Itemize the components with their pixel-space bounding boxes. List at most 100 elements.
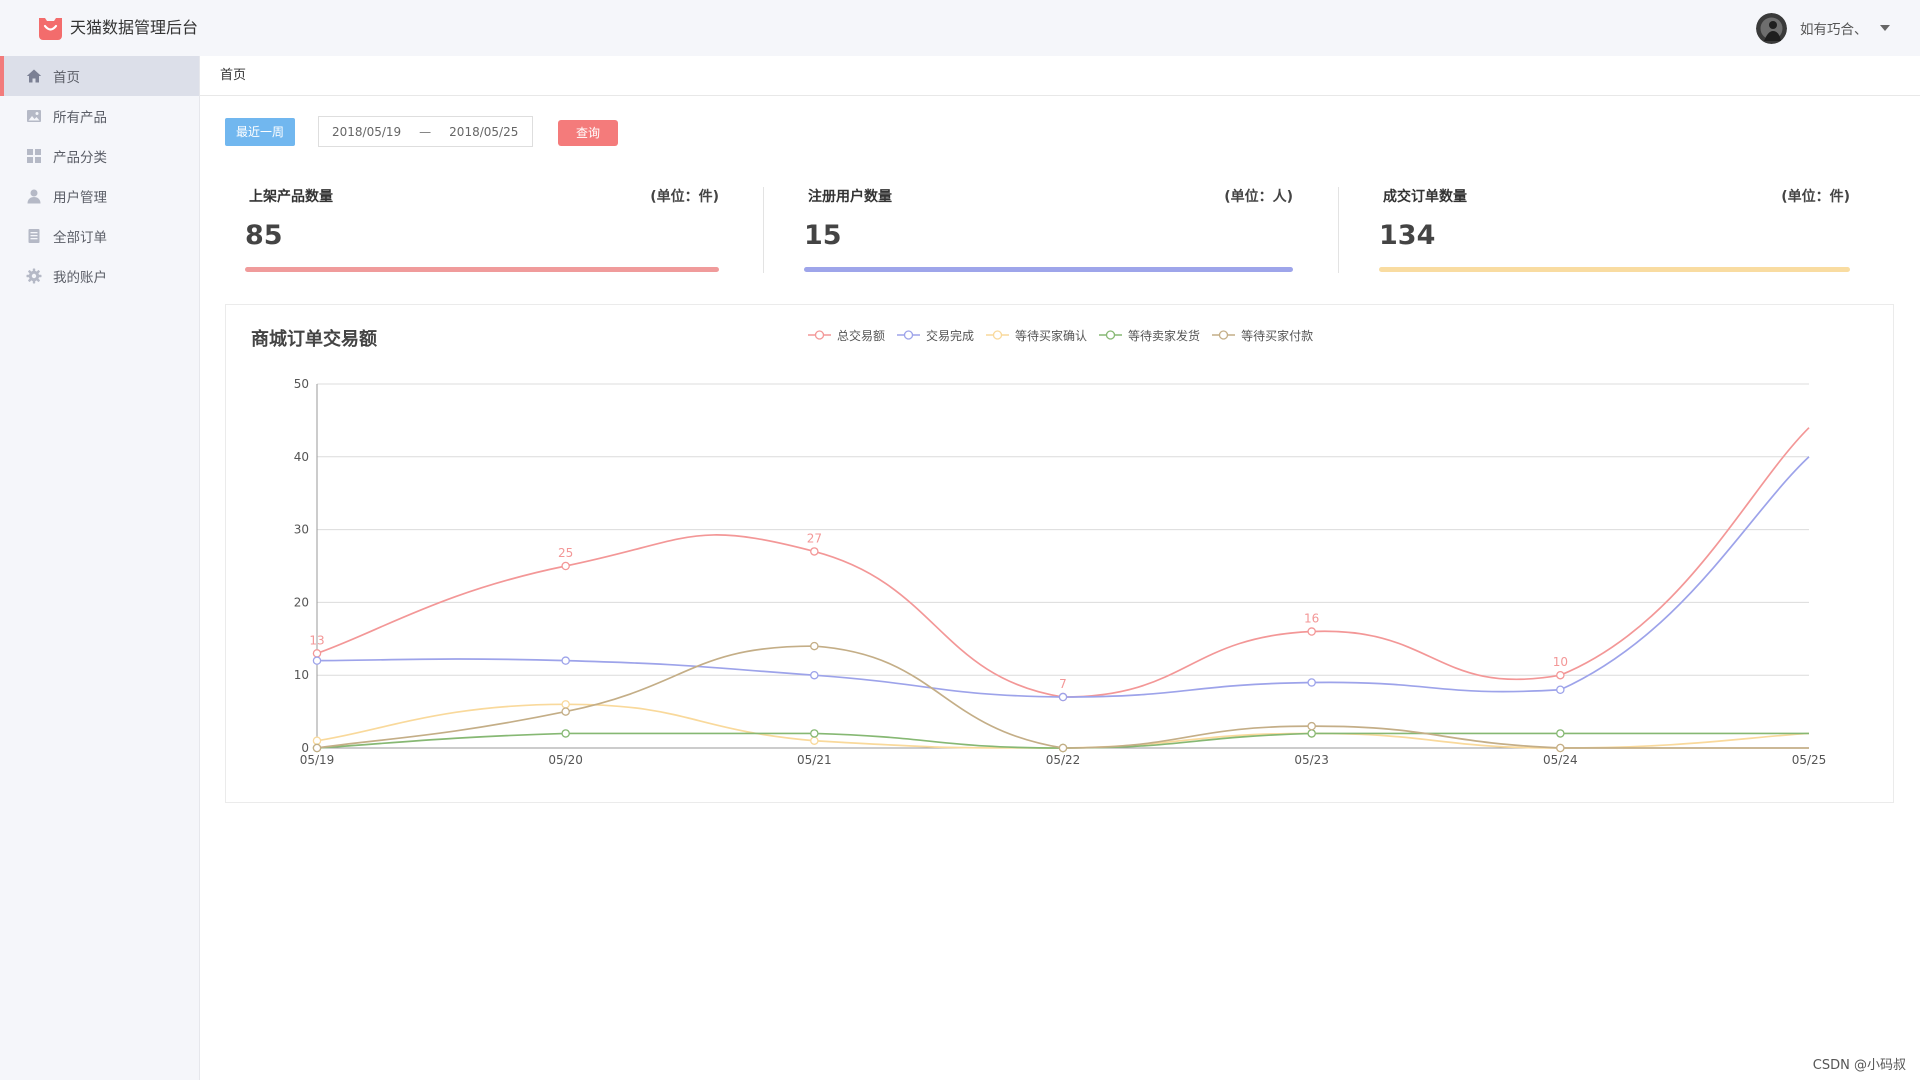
- data-point[interactable]: [810, 670, 819, 680]
- data-point[interactable]: [810, 736, 819, 745]
- data-point[interactable]: [1307, 721, 1316, 731]
- legend-label: 交易完成: [926, 328, 975, 343]
- legend-item[interactable]: 总交易额: [808, 327, 885, 344]
- x-tick-label: 05/24: [1543, 753, 1578, 767]
- stat-divider: [1338, 187, 1339, 273]
- home-icon: [26, 68, 42, 84]
- data-label: 25: [558, 546, 573, 560]
- y-tick-label: 20: [294, 595, 309, 609]
- stat-card-orders: 成交订单数量 (单位：件) 134: [1379, 188, 1850, 274]
- chart-legend: 总交易额 交易完成 等待买家确认 等待卖家发货 等待买家付款: [808, 327, 1325, 343]
- user-icon: [26, 188, 42, 204]
- sidebar-item-label: 所有产品: [53, 110, 107, 126]
- legend-item[interactable]: 等待买家确认: [986, 327, 1087, 344]
- order-chart-panel: 商城订单交易额 总交易额 交易完成 等待买家确认 等待卖家发货 等待买家付款 0 10 20…: [225, 304, 1894, 803]
- shopping-bag-logo-icon: [37, 14, 64, 41]
- legend-item[interactable]: 等待买家付款: [1212, 327, 1313, 344]
- series-line-0: [316, 427, 1810, 698]
- data-point[interactable]: [1307, 627, 1316, 636]
- start-date-input[interactable]: 2018/05/19: [332, 124, 402, 139]
- data-point[interactable]: [1556, 670, 1565, 680]
- data-point[interactable]: [1307, 678, 1316, 687]
- sidebar-item-account[interactable]: 我的账户: [0, 256, 199, 296]
- data-point[interactable]: [561, 561, 570, 571]
- sidebar-item-label: 我的账户: [53, 270, 107, 286]
- stat-unit: (单位：件): [650, 189, 719, 205]
- data-label: 10: [1553, 655, 1568, 669]
- x-tick-label: 05/25: [1792, 753, 1827, 767]
- data-label: 7: [1059, 677, 1067, 691]
- user-menu[interactable]: 如有巧合、: [1756, 12, 1890, 44]
- x-tick-label: 05/19: [300, 753, 335, 767]
- y-tick-label: 40: [294, 450, 309, 464]
- watermark: CSDN @小码叔: [1812, 1058, 1906, 1073]
- legend-label: 等待卖家发货: [1128, 328, 1201, 343]
- legend-item[interactable]: 等待卖家发货: [1099, 327, 1200, 344]
- caret-down-icon[interactable]: [1879, 25, 1890, 31]
- stat-value: 15: [804, 220, 842, 251]
- data-point[interactable]: [810, 641, 819, 651]
- legend-line-icon: [897, 330, 921, 340]
- data-point[interactable]: [312, 743, 322, 753]
- data-label: 13: [309, 633, 324, 647]
- data-point[interactable]: [561, 707, 570, 716]
- series-line-2: [316, 703, 1810, 749]
- query-button[interactable]: 查询: [558, 120, 618, 146]
- data-point[interactable]: [312, 736, 322, 745]
- data-point[interactable]: [1307, 729, 1316, 738]
- date-range-picker[interactable]: 2018/05/19 — 2018/05/25: [318, 116, 533, 147]
- legend-item[interactable]: 交易完成: [897, 327, 974, 344]
- sidebar-item-users[interactable]: 用户管理: [0, 176, 199, 216]
- data-point[interactable]: [561, 656, 570, 665]
- stat-bar: [1379, 267, 1850, 272]
- data-point[interactable]: [810, 729, 819, 738]
- top-header: 天猫数据管理后台 如有巧合、: [0, 0, 1920, 56]
- breadcrumb-current[interactable]: 首页: [220, 68, 247, 83]
- y-tick-label: 0: [301, 741, 309, 755]
- sidebar-item-categories[interactable]: 产品分类: [0, 136, 199, 176]
- sidebar-item-orders[interactable]: 全部订单: [0, 216, 199, 256]
- x-tick-label: 05/21: [797, 753, 832, 767]
- line-chart: 0 10 20 30 40 50 05/19 05/20 05/21 05/22 05/23 05/2…: [294, 377, 1827, 767]
- picture-icon: [26, 108, 42, 124]
- data-point[interactable]: [1058, 743, 1068, 753]
- app-title: 天猫数据管理后台: [70, 18, 199, 37]
- recent-week-button[interactable]: 最近一周: [225, 118, 295, 146]
- data-point[interactable]: [1058, 692, 1068, 702]
- gear-icon: [26, 268, 42, 284]
- breadcrumb: 首页: [200, 56, 1920, 96]
- data-point[interactable]: [1556, 729, 1565, 738]
- x-tick-label: 05/22: [1046, 753, 1081, 767]
- chart-title: 商城订单交易额: [251, 329, 377, 350]
- sidebar: 首页 所有产品 产品分类 用户管理 全部订单: [0, 56, 200, 1080]
- data-point[interactable]: [561, 729, 570, 738]
- sidebar-item-label: 用户管理: [53, 190, 107, 206]
- x-tick-label: 05/20: [548, 753, 583, 767]
- data-point[interactable]: [810, 547, 819, 556]
- data-point[interactable]: [1556, 743, 1565, 753]
- legend-line-icon: [808, 330, 831, 340]
- sidebar-item-products[interactable]: 所有产品: [0, 96, 199, 136]
- data-label: 27: [807, 531, 822, 545]
- avatar[interactable]: [1756, 12, 1787, 44]
- stat-value: 134: [1379, 220, 1436, 251]
- y-tick-label: 10: [294, 668, 309, 682]
- stat-card-products: 上架产品数量 (单位：件) 85: [245, 188, 719, 274]
- legend-line-icon: [1212, 330, 1236, 340]
- sidebar-item-label: 首页: [53, 70, 80, 86]
- data-point[interactable]: [312, 656, 322, 665]
- stat-card-users: 注册用户数量 (单位：人) 15: [804, 188, 1293, 274]
- data-point[interactable]: [561, 700, 570, 709]
- sidebar-item-label: 全部订单: [53, 230, 107, 246]
- legend-line-icon: [1099, 330, 1123, 340]
- date-separator: —: [419, 124, 432, 139]
- data-point[interactable]: [312, 649, 322, 658]
- stat-value: 85: [245, 220, 283, 251]
- stat-unit: (单位：件): [1781, 189, 1850, 205]
- data-point[interactable]: [1556, 685, 1565, 695]
- end-date-input[interactable]: 2018/05/25: [449, 124, 519, 139]
- sidebar-item-home[interactable]: 首页: [0, 56, 199, 96]
- stat-title: 上架产品数量: [249, 189, 333, 205]
- data-label: 16: [1304, 612, 1319, 626]
- user-name[interactable]: 如有巧合、: [1800, 22, 1868, 38]
